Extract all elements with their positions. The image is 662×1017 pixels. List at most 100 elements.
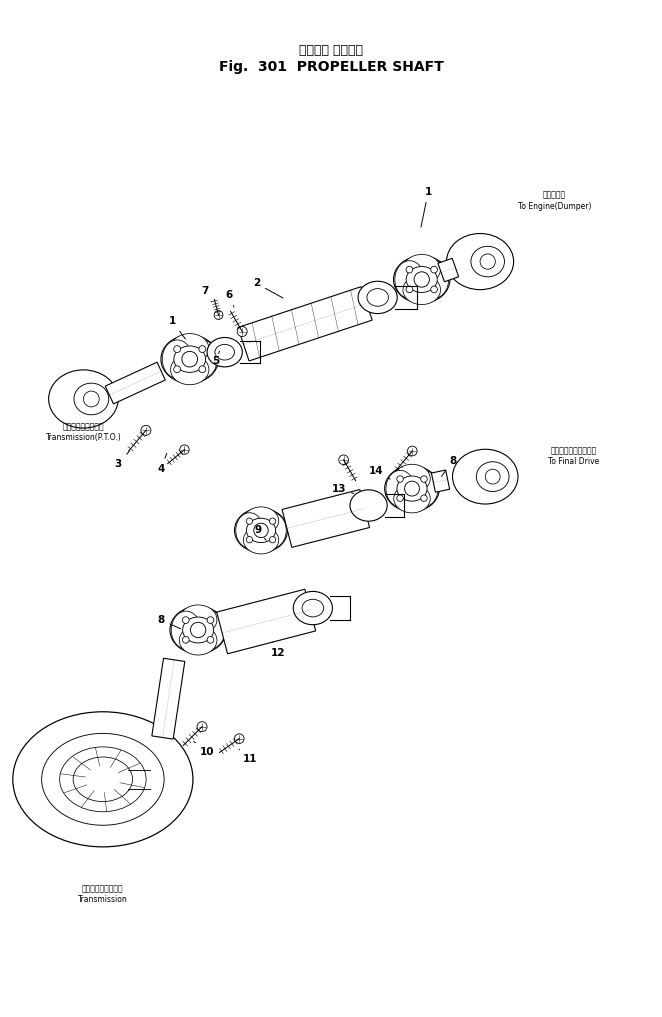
Circle shape bbox=[183, 616, 189, 623]
Ellipse shape bbox=[406, 266, 438, 293]
Circle shape bbox=[199, 346, 206, 353]
Circle shape bbox=[269, 537, 276, 543]
Ellipse shape bbox=[385, 466, 440, 512]
Polygon shape bbox=[238, 287, 372, 361]
Ellipse shape bbox=[48, 370, 118, 428]
Ellipse shape bbox=[73, 757, 132, 801]
Ellipse shape bbox=[244, 526, 279, 554]
Circle shape bbox=[173, 346, 181, 353]
Text: 2: 2 bbox=[253, 279, 283, 298]
Ellipse shape bbox=[397, 476, 427, 501]
Text: 14: 14 bbox=[369, 466, 390, 479]
Text: 13: 13 bbox=[332, 484, 354, 493]
Ellipse shape bbox=[453, 450, 518, 504]
Text: トランスミッション: トランスミッション bbox=[63, 422, 104, 431]
Circle shape bbox=[414, 272, 430, 287]
Text: トランスミッション: トランスミッション bbox=[82, 885, 124, 893]
Circle shape bbox=[182, 351, 197, 367]
Circle shape bbox=[406, 266, 412, 273]
Text: 8: 8 bbox=[158, 615, 181, 629]
Text: ファイナルドライブへ: ファイナルドライブへ bbox=[551, 446, 597, 456]
Polygon shape bbox=[282, 489, 369, 547]
Ellipse shape bbox=[183, 617, 214, 643]
Circle shape bbox=[397, 476, 403, 482]
Text: 10: 10 bbox=[194, 741, 214, 758]
Ellipse shape bbox=[170, 606, 226, 654]
Circle shape bbox=[141, 425, 151, 435]
Ellipse shape bbox=[358, 282, 397, 313]
Ellipse shape bbox=[74, 383, 109, 415]
Ellipse shape bbox=[471, 246, 504, 277]
Ellipse shape bbox=[162, 340, 193, 378]
Ellipse shape bbox=[394, 465, 430, 493]
Circle shape bbox=[183, 637, 189, 643]
Polygon shape bbox=[432, 470, 449, 492]
Ellipse shape bbox=[174, 346, 206, 372]
Circle shape bbox=[397, 495, 403, 501]
Text: To Final Drive: To Final Drive bbox=[548, 458, 600, 466]
Circle shape bbox=[408, 446, 417, 456]
Ellipse shape bbox=[171, 355, 209, 384]
Text: 9: 9 bbox=[255, 526, 266, 540]
Text: Fig.  301  PROPELLER SHAFT: Fig. 301 PROPELLER SHAFT bbox=[218, 60, 444, 74]
Ellipse shape bbox=[234, 508, 287, 552]
Ellipse shape bbox=[446, 234, 514, 290]
Polygon shape bbox=[216, 589, 316, 654]
Text: エンジンへ: エンジンへ bbox=[543, 190, 566, 199]
Text: 3: 3 bbox=[115, 451, 130, 469]
Circle shape bbox=[173, 366, 181, 372]
Ellipse shape bbox=[386, 470, 414, 506]
Circle shape bbox=[254, 523, 268, 538]
Text: 1: 1 bbox=[169, 316, 185, 339]
Ellipse shape bbox=[394, 484, 430, 513]
Ellipse shape bbox=[244, 506, 279, 535]
Circle shape bbox=[246, 518, 253, 525]
Ellipse shape bbox=[13, 712, 193, 847]
Text: Transmission(P.T.O.): Transmission(P.T.O.) bbox=[46, 433, 121, 442]
Text: 8: 8 bbox=[442, 456, 457, 476]
Circle shape bbox=[404, 481, 420, 496]
Ellipse shape bbox=[477, 462, 509, 491]
Circle shape bbox=[199, 366, 206, 372]
Ellipse shape bbox=[246, 519, 275, 542]
Ellipse shape bbox=[393, 256, 450, 303]
Circle shape bbox=[197, 722, 207, 731]
Text: 1: 1 bbox=[421, 187, 432, 227]
Ellipse shape bbox=[419, 260, 449, 298]
Ellipse shape bbox=[302, 599, 324, 617]
Text: プロペラ シャフト: プロペラ シャフト bbox=[299, 44, 363, 57]
Circle shape bbox=[339, 455, 348, 465]
Ellipse shape bbox=[187, 340, 217, 378]
Text: Transmission: Transmission bbox=[78, 895, 128, 904]
Ellipse shape bbox=[179, 605, 217, 635]
Ellipse shape bbox=[409, 470, 438, 506]
Circle shape bbox=[207, 616, 214, 623]
Ellipse shape bbox=[403, 275, 440, 304]
Ellipse shape bbox=[403, 254, 440, 284]
Circle shape bbox=[406, 286, 412, 293]
Circle shape bbox=[431, 266, 438, 273]
Circle shape bbox=[180, 444, 189, 455]
Ellipse shape bbox=[395, 260, 424, 298]
Ellipse shape bbox=[367, 289, 389, 306]
Ellipse shape bbox=[207, 338, 242, 367]
Circle shape bbox=[421, 495, 427, 501]
Text: 11: 11 bbox=[239, 750, 258, 765]
Polygon shape bbox=[105, 362, 166, 404]
Ellipse shape bbox=[179, 625, 217, 655]
Text: 6: 6 bbox=[225, 291, 234, 307]
Ellipse shape bbox=[350, 490, 387, 521]
Circle shape bbox=[269, 518, 276, 525]
Circle shape bbox=[207, 637, 214, 643]
Ellipse shape bbox=[293, 592, 332, 624]
Text: To Engine(Dumper): To Engine(Dumper) bbox=[518, 202, 591, 212]
Circle shape bbox=[191, 622, 206, 638]
Circle shape bbox=[485, 469, 500, 484]
Text: 5: 5 bbox=[212, 351, 220, 366]
Circle shape bbox=[234, 734, 244, 743]
Circle shape bbox=[480, 254, 495, 270]
Ellipse shape bbox=[42, 733, 164, 825]
Circle shape bbox=[83, 392, 99, 407]
Circle shape bbox=[431, 286, 438, 293]
Ellipse shape bbox=[258, 513, 286, 548]
